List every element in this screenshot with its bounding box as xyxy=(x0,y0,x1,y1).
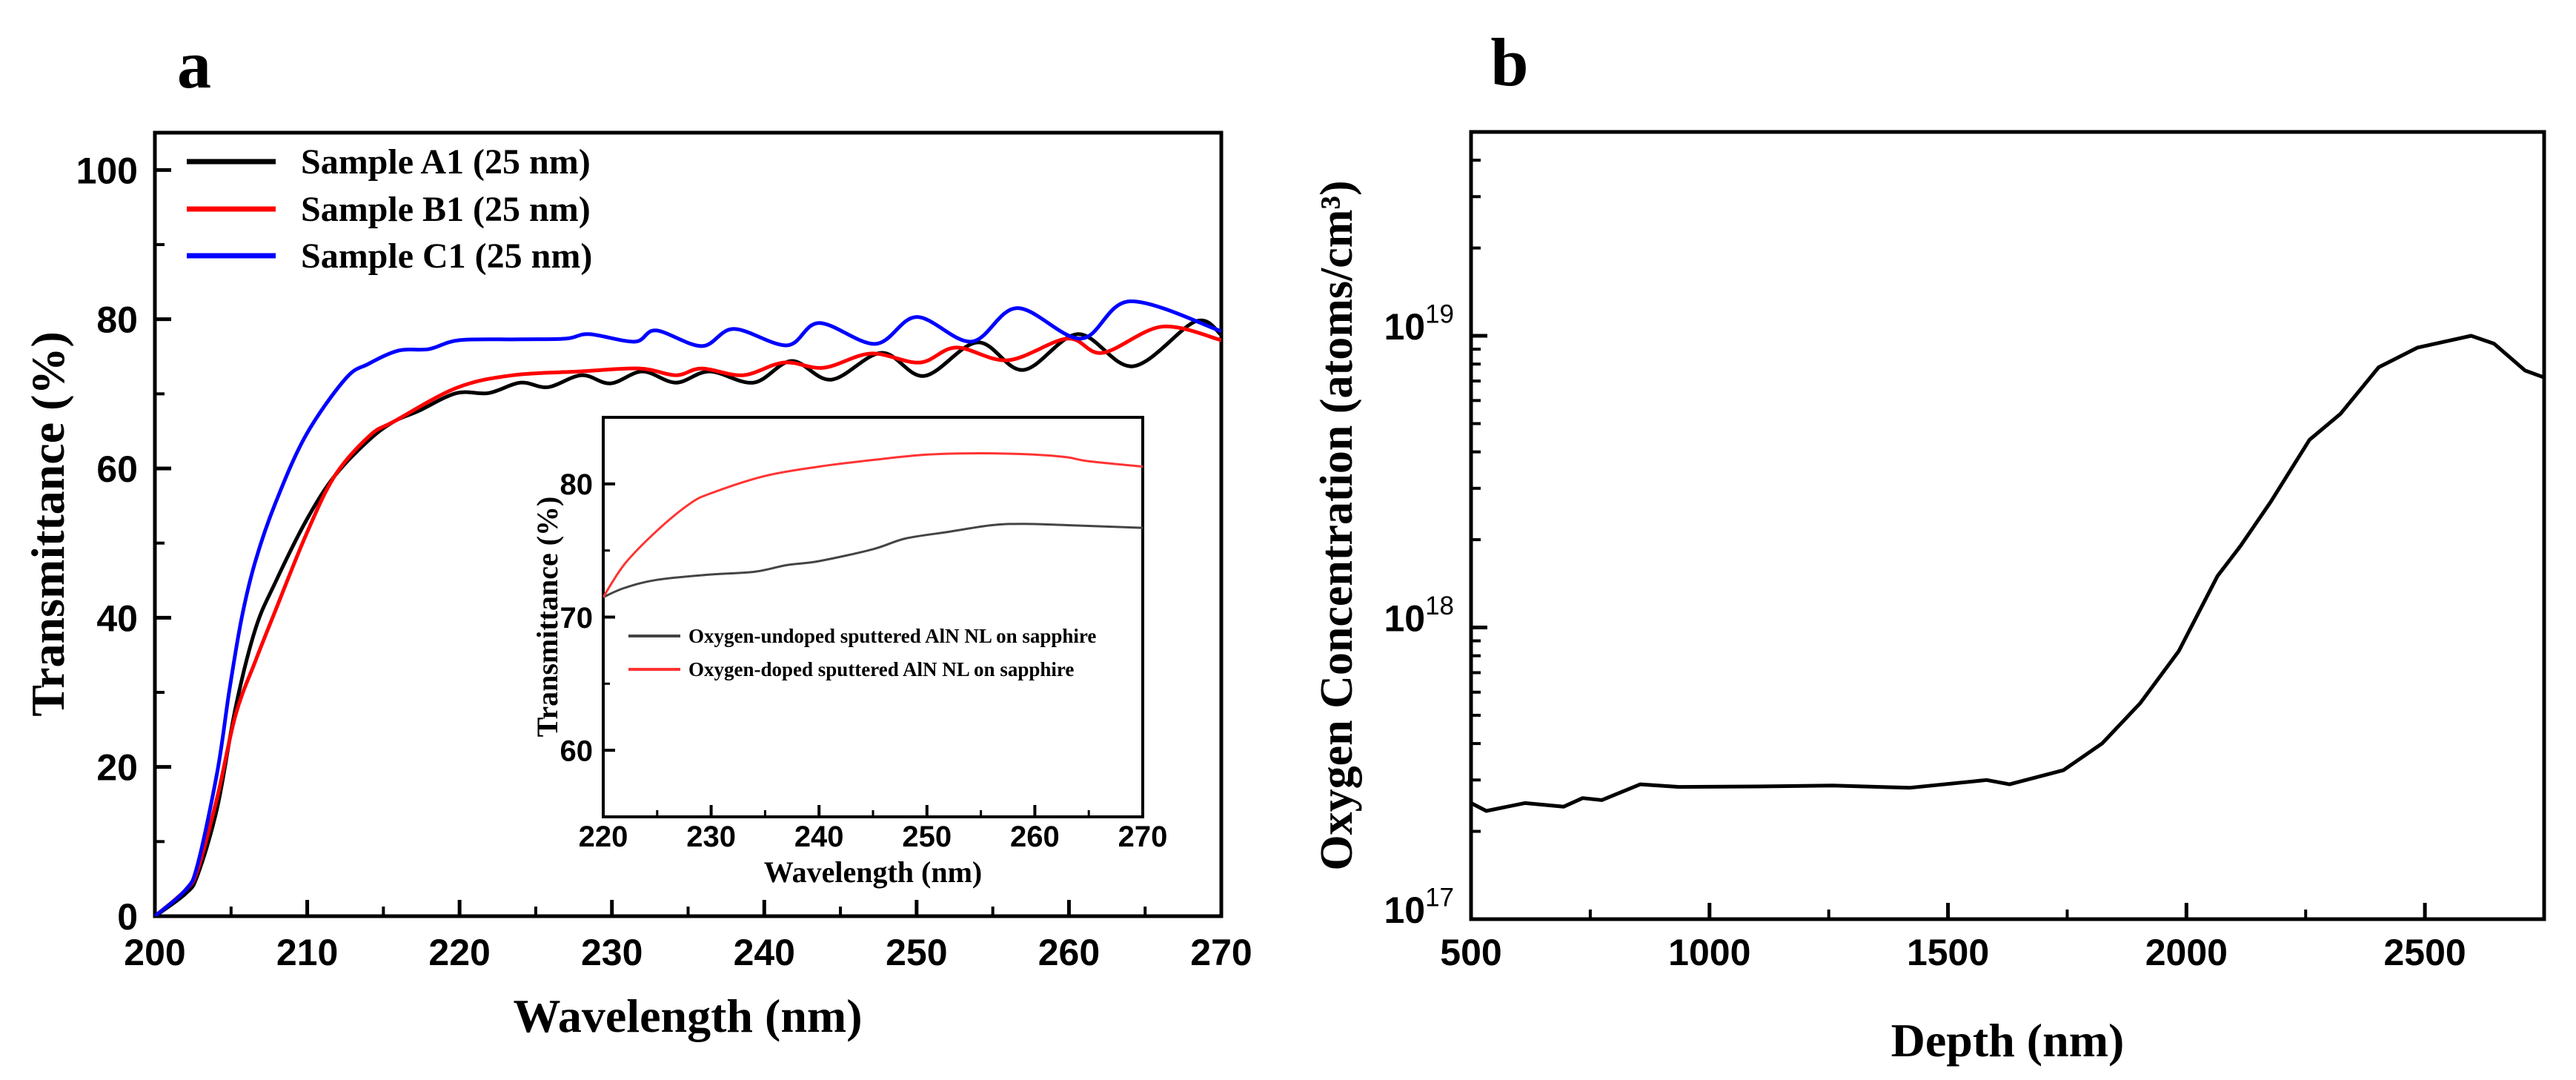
x-axis-title: Wavelength (nm) xyxy=(513,990,862,1042)
x-tick-label: 270 xyxy=(1190,932,1252,973)
series-line-1 xyxy=(1471,334,2544,813)
plot-frame xyxy=(602,416,1144,818)
legend-label: Sample A1 (25 nm) xyxy=(301,142,591,182)
y-axis-title: Transmittance (%) xyxy=(531,497,564,738)
x-tick-label: 250 xyxy=(902,821,952,853)
x-axis-title: Wavelength (nm) xyxy=(764,855,982,889)
y-tick-label: 0 xyxy=(117,896,138,938)
y-tick-base: 10 xyxy=(1384,306,1425,348)
y-tick-label: 40 xyxy=(96,597,138,639)
series-line-1 xyxy=(603,523,1143,598)
y-tick-label: 1018 xyxy=(1384,592,1454,640)
y-axis-title: Transmittance (%) xyxy=(21,331,74,717)
x-tick-label: 2500 xyxy=(2383,932,2466,973)
series-line-1 xyxy=(155,318,1221,916)
x-tick-label: 200 xyxy=(124,932,185,973)
y-tick-label: 60 xyxy=(96,448,138,490)
y-tick-exponent: 17 xyxy=(1425,884,1454,912)
panel-label: b xyxy=(1490,24,1528,100)
x-tick-label: 260 xyxy=(1038,932,1100,973)
y-axis-title: Oxygen Concentration (atoms/cm³) xyxy=(1312,180,1362,870)
x-tick-label: 500 xyxy=(1440,932,1501,973)
x-tick-label: 1500 xyxy=(1907,932,1989,973)
legend-label: Oxygen-undoped sputtered AlN NL on sapph… xyxy=(688,625,1096,647)
y-tick-label: 60 xyxy=(560,735,594,768)
x-tick-label: 1000 xyxy=(1668,932,1750,973)
y-tick-label: 1017 xyxy=(1384,884,1454,932)
x-tick-label: 2000 xyxy=(2145,932,2228,973)
y-tick-base: 10 xyxy=(1384,598,1425,640)
y-tick-label: 20 xyxy=(96,747,138,789)
x-tick-label: 240 xyxy=(794,821,844,853)
series-line-2 xyxy=(603,452,1143,598)
plot-frame xyxy=(1469,130,2546,921)
legend-label: Sample C1 (25 nm) xyxy=(301,236,592,276)
series-line-3 xyxy=(155,299,1221,916)
y-tick-exponent: 18 xyxy=(1425,592,1454,620)
legend-label: Sample B1 (25 nm) xyxy=(301,190,591,229)
x-tick-label: 230 xyxy=(686,821,736,853)
x-tick-label: 250 xyxy=(886,932,947,973)
x-tick-label: 260 xyxy=(1010,821,1060,853)
x-tick-label: 270 xyxy=(1118,821,1168,853)
y-tick-exponent: 19 xyxy=(1425,300,1454,329)
x-tick-label: 230 xyxy=(581,932,643,973)
panel-label: a xyxy=(177,27,211,102)
y-tick-label: 80 xyxy=(96,299,138,341)
x-tick-label: 220 xyxy=(428,932,490,973)
y-tick-label: 100 xyxy=(76,150,138,191)
y-tick-base: 10 xyxy=(1384,889,1425,931)
legend-label: Oxygen-doped sputtered AlN NL on sapphir… xyxy=(688,658,1074,680)
panel-a-inset-chart: 220 230 240 250 260 270 60 70 80 Wavelength (nm) T… xyxy=(531,416,1168,889)
y-tick-label: 1019 xyxy=(1384,300,1454,348)
y-tick-label: 70 xyxy=(560,602,594,635)
x-axis-title: Depth (nm) xyxy=(1891,1014,2125,1067)
y-tick-label: 80 xyxy=(560,468,594,501)
x-tick-label: 210 xyxy=(276,932,338,973)
x-tick-label: 220 xyxy=(579,821,628,853)
x-tick-label: 240 xyxy=(734,932,795,973)
series-line-2 xyxy=(155,324,1221,916)
